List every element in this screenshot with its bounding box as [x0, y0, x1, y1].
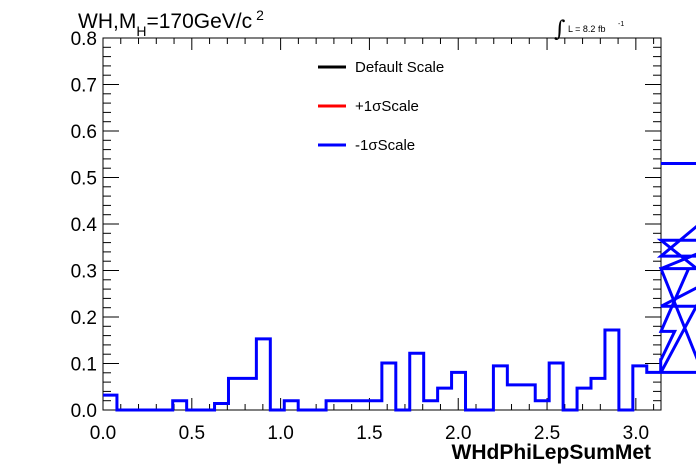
x-tick-label: 2.0 — [445, 423, 471, 444]
luminosity-label: ∫ L = 8.2 fb -1 — [554, 17, 624, 42]
x-tick-label: 2.5 — [534, 423, 560, 444]
y-tick-label: 0.3 — [71, 262, 97, 283]
y-tick-label: 0.1 — [71, 355, 97, 376]
histogram-series-line — [103, 162, 696, 412]
y-tick-label: 0.5 — [71, 169, 97, 190]
legend-label-minus: -1σScale — [355, 137, 415, 154]
plot-frame — [102, 37, 662, 411]
plot-frame-rect — [102, 37, 662, 411]
y-tick-label: 0.6 — [71, 122, 97, 143]
series-group — [103, 162, 696, 412]
x-axis-label: WHdPhiLepSumMet — [452, 441, 652, 464]
x-axis: 0.0 0.5 1.0 1.5 2.0 2.5 3.0 — [90, 38, 655, 444]
y-tick-label: 0.0 — [71, 401, 97, 422]
legend-label-default: Default Scale — [355, 59, 444, 76]
svg-text:L = 8.2 fb: L = 8.2 fb — [568, 24, 605, 34]
y-tick-label: 0.2 — [71, 308, 97, 329]
y-tick-label: 0.7 — [71, 76, 97, 97]
x-tick-label: 3.0 — [623, 423, 649, 444]
chart-title: WH,MH=170GeV/c 2 — [78, 7, 264, 39]
x-tick-label: 0.0 — [90, 423, 116, 444]
y-tick-label: 0.4 — [71, 215, 98, 236]
x-tick-label: 0.5 — [179, 423, 205, 444]
y-tick-label: 0.8 — [71, 29, 97, 50]
x-tick-label: 1.5 — [356, 423, 382, 444]
x-tick-label: 1.0 — [267, 423, 293, 444]
svg-text:-1: -1 — [618, 21, 624, 28]
legend-label-plus: +1σScale — [355, 98, 419, 115]
svg-text:∫: ∫ — [554, 17, 566, 42]
legend: Default Scale +1σScale -1σScale — [318, 59, 444, 154]
y-axis: 0.0 0.1 0.2 0.3 0.4 0.5 0.6 0.7 0.8 — [71, 29, 661, 422]
